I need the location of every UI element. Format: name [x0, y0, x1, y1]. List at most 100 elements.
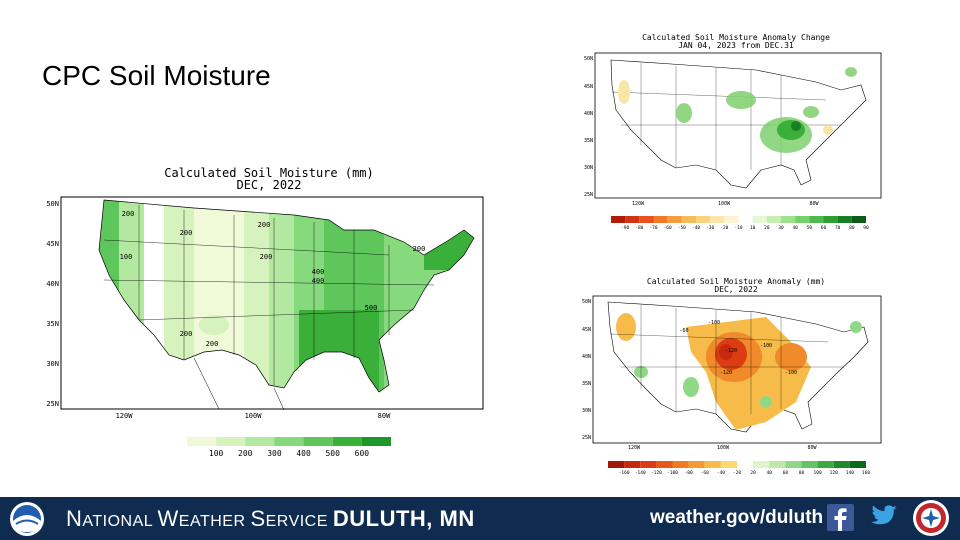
- contour-label: 400: [312, 277, 325, 285]
- lon-label: 100W: [717, 445, 730, 451]
- legend-swatch: [704, 461, 721, 468]
- legend-label: -70: [649, 225, 657, 231]
- legend-label: 400: [296, 449, 311, 458]
- legend-label: -80: [685, 470, 693, 476]
- contour-label: 400: [312, 268, 325, 276]
- anomaly-map-subtitle: DEC, 2022: [714, 285, 758, 294]
- legend-label: 40: [792, 225, 798, 231]
- legend-label: 120: [830, 470, 838, 476]
- lat-label: 25N: [46, 400, 59, 408]
- change-legend: -90 -80 -70 -60 -50 -40 -30 -20 -10 10 20 30 40 50 60 7…: [611, 216, 869, 231]
- anomaly-legend: -160 -140 -120 -100 -80 -60 -40 -20 20 40 60 80 100 1…: [608, 461, 870, 476]
- legend-swatch: [809, 216, 824, 223]
- lat-label: 25N: [584, 192, 593, 198]
- slide-title: CPC Soil Moisture: [42, 60, 271, 91]
- legend-label: 10: [750, 225, 756, 231]
- contour-label: 200: [258, 221, 271, 229]
- legend-label: -100: [667, 470, 678, 476]
- legend-label: 80: [849, 225, 855, 231]
- legend-swatch: [781, 216, 796, 223]
- lat-label: 35N: [584, 138, 593, 144]
- legend-swatch: [274, 437, 304, 446]
- legend-label: 60: [783, 470, 789, 476]
- legend-label: 20: [764, 225, 770, 231]
- footer-url[interactable]: weather.gov/duluth: [650, 507, 824, 528]
- lat-label: 30N: [46, 360, 59, 368]
- lat-label: 25N: [582, 435, 591, 441]
- legend-label: 100: [814, 470, 822, 476]
- lat-label: 45N: [582, 327, 591, 333]
- legend-label: -60: [701, 470, 709, 476]
- lat-label: 40N: [582, 354, 591, 360]
- legend-label: -20: [720, 225, 728, 231]
- legend-label: -120: [651, 470, 662, 476]
- lat-label: 40N: [46, 280, 59, 288]
- lat-label: 40N: [584, 111, 593, 117]
- footer-office: DULUTH, MN: [332, 506, 475, 531]
- anomaly-change-map: Calculated Soil Moisture Anomaly Change …: [566, 30, 886, 235]
- lat-label: 30N: [582, 408, 591, 414]
- legend-swatch: [696, 216, 711, 223]
- legend-swatch: [753, 461, 770, 468]
- change-map-subtitle: JAN 04, 2023 from DEC.31: [678, 41, 794, 50]
- main-map-subtitle: DEC, 2022: [236, 178, 301, 192]
- legend-swatch: [245, 437, 275, 446]
- contour-label: 100: [120, 253, 133, 261]
- lat-label: 45N: [584, 84, 593, 90]
- legend-swatch: [216, 437, 246, 446]
- legend-label: 140: [846, 470, 854, 476]
- legend-label: -30: [706, 225, 714, 231]
- legend-swatch: [710, 216, 725, 223]
- contour-label: -60: [679, 328, 688, 334]
- contour-label: -120: [725, 348, 737, 354]
- legend-label: 90: [863, 225, 869, 231]
- legend-label: 20: [750, 470, 756, 476]
- contour-label: -100: [708, 320, 720, 326]
- legend-label: -80: [635, 225, 643, 231]
- legend-label: 600: [355, 449, 370, 458]
- lon-label: 100W: [718, 201, 731, 207]
- legend-label: -140: [635, 470, 646, 476]
- contour-label: 200: [260, 253, 273, 261]
- lon-label: 120W: [632, 201, 645, 207]
- legend-label: 500: [325, 449, 340, 458]
- legend-label: 100: [209, 449, 224, 458]
- lat-label: 30N: [584, 165, 593, 171]
- contour-label: 200: [122, 210, 135, 218]
- contour-label: 200: [206, 340, 219, 348]
- lat-label: 50N: [46, 200, 59, 208]
- legend-swatch: [639, 216, 654, 223]
- twitter-icon[interactable]: [866, 504, 898, 531]
- contour-label: 500: [365, 304, 378, 312]
- footer-bar: NATIONAL WEATHER SERVICE DULUTH, MN weat…: [0, 497, 960, 540]
- facebook-icon[interactable]: [827, 504, 854, 531]
- legend-swatch: [833, 461, 850, 468]
- lon-label: 120W: [628, 445, 641, 451]
- legend-swatch: [720, 461, 737, 468]
- lat-label: 50N: [582, 299, 591, 305]
- legend-label: 160: [862, 470, 870, 476]
- lon-label: 100W: [245, 412, 263, 420]
- legend-swatch: [724, 216, 739, 223]
- legend-label: -90: [621, 225, 629, 231]
- legend-swatch: [624, 461, 641, 468]
- legend-swatch: [608, 461, 625, 468]
- contour-label: -100: [760, 343, 772, 349]
- legend-label: 70: [835, 225, 841, 231]
- legend-label: 200: [238, 449, 253, 458]
- legend-swatch: [688, 461, 705, 468]
- legend-swatch: [361, 437, 391, 446]
- legend-label: 50: [807, 225, 813, 231]
- lon-label: 80W: [378, 412, 391, 420]
- legend-swatch: [752, 216, 767, 223]
- lat-label: 45N: [46, 240, 59, 248]
- legend-label: -20: [733, 470, 741, 476]
- anomaly-map-title: Calculated Soil Moisture Anomaly (mm): [647, 277, 825, 286]
- legend-label: 80: [799, 470, 805, 476]
- legend-swatch: [801, 461, 818, 468]
- legend-swatch: [851, 216, 866, 223]
- legend-swatch: [656, 461, 673, 468]
- contour-label: -100: [785, 370, 797, 376]
- legend-swatch: [681, 216, 696, 223]
- legend-label: 40: [767, 470, 773, 476]
